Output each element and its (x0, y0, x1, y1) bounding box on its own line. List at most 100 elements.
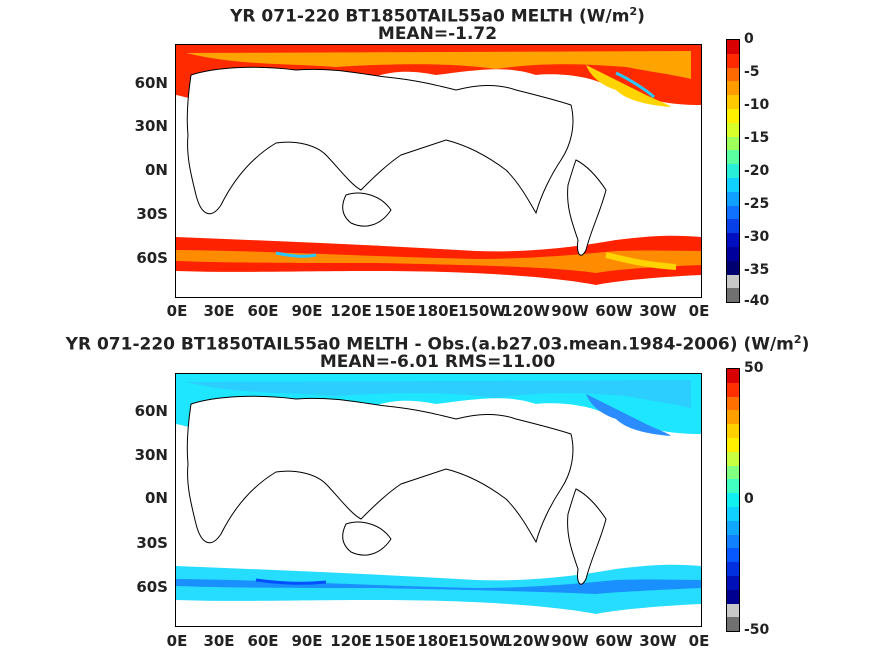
colorbar-swatch (727, 451, 739, 466)
colorbar-swatch (727, 67, 739, 82)
lon-label: 150W (458, 632, 506, 650)
colorbar-swatch (727, 288, 739, 303)
lat-label: 0N (145, 161, 168, 179)
colorbar-swatch (727, 53, 739, 68)
colorbar-label: -40 (744, 293, 770, 309)
map-panel-2 (175, 373, 702, 627)
lon-label: 90W (551, 302, 589, 320)
colorbar-swatch (727, 369, 739, 383)
colorbar-swatch (727, 520, 739, 535)
colorbar-swatch (727, 136, 739, 151)
colorbar-swatch (727, 562, 739, 576)
colorbar-swatch (727, 424, 739, 438)
lat-label: 60S (136, 249, 168, 267)
colorbar-swatch (727, 95, 739, 109)
shelf-east (586, 65, 671, 107)
lon-label: 90E (291, 632, 323, 650)
colorbar-swatch (727, 410, 739, 425)
lon-label: 0E (688, 632, 710, 650)
colorbar-label: -30 (744, 229, 770, 245)
lon-label: 180E (417, 632, 459, 650)
lon-label: 60W (595, 302, 633, 320)
lon-label: 0E (166, 632, 188, 650)
colorbar-label: -25 (744, 196, 770, 212)
lon-label: 180E (417, 302, 459, 320)
colorbar-swatch (727, 246, 739, 261)
lon-label: 60W (595, 632, 633, 650)
colorbar-swatch (727, 534, 739, 549)
colorbar-swatch (727, 122, 739, 137)
coastlines (186, 66, 607, 256)
lat-label: 0N (145, 489, 168, 507)
colorbar-swatch (727, 437, 739, 452)
colorbar-label: -20 (744, 163, 770, 179)
colorbar-swatch (727, 589, 739, 604)
southern-ring (176, 564, 701, 614)
lon-label: 150W (458, 302, 506, 320)
colorbar-swatch (727, 205, 739, 220)
lat-label: 30S (136, 205, 168, 223)
colorbar-swatch (727, 177, 739, 192)
colorbar-swatch (727, 40, 739, 54)
lon-label: 30E (203, 632, 235, 650)
colorbar-swatch (727, 191, 739, 206)
lon-label: 150E (374, 302, 416, 320)
colorbar-swatch (727, 274, 739, 289)
lon-label: 120W (502, 632, 550, 650)
colorbar-swatch (727, 150, 739, 165)
colorbar-swatch (727, 396, 739, 411)
colorbar-swatch (727, 260, 739, 275)
colorbar-label: 0 (744, 31, 754, 47)
lon-label: 0E (166, 302, 188, 320)
coastlines (186, 395, 607, 585)
colorbar-swatch (727, 382, 739, 397)
lon-label: 120E (330, 632, 372, 650)
shelf-east (586, 394, 671, 436)
colorbar-2 (726, 368, 740, 632)
lon-label: 30W (639, 302, 677, 320)
colorbar-swatch (727, 575, 739, 590)
lat-label: 30N (134, 446, 168, 464)
colorbar-label: -50 (744, 622, 770, 638)
colorbar-swatch (727, 108, 739, 123)
lon-label: 120W (502, 302, 550, 320)
lat-label: 60S (136, 578, 168, 596)
colorbar-label: -35 (744, 262, 770, 278)
colorbar-swatch (727, 603, 739, 618)
colorbar-swatch (727, 233, 739, 247)
lat-label: 60N (134, 402, 168, 420)
panel1-title: YR 071-220 BT1850TAIL55a0 MELTH (W/m2) (230, 5, 645, 27)
lon-label: 60E (247, 302, 279, 320)
map-panel-1 (175, 44, 702, 298)
colorbar-label: 50 (744, 360, 764, 376)
panel1-mean: MEAN=-1.72 (377, 24, 498, 44)
colorbar-swatch (727, 219, 739, 234)
colorbar-label: -5 (744, 64, 760, 80)
lon-label: 0E (688, 302, 710, 320)
colorbar-1 (726, 39, 740, 303)
colorbar-swatch (727, 479, 739, 494)
lon-label: 120E (330, 302, 372, 320)
lon-label: 30W (639, 632, 677, 650)
colorbar-label: 0 (744, 491, 754, 507)
colorbar-swatch (727, 164, 739, 178)
arctic-inner (186, 380, 691, 408)
colorbar-swatch (727, 493, 739, 507)
arctic-inner (186, 51, 691, 79)
colorbar-swatch (727, 81, 739, 96)
colorbar-label: -15 (744, 130, 770, 146)
colorbar-label: -10 (744, 97, 770, 113)
colorbar-swatch (727, 548, 739, 563)
panel2-mean-rms: MEAN=-6.01 RMS=11.00 (319, 352, 556, 372)
colorbar-swatch (727, 465, 739, 480)
colorbar-swatch (727, 617, 739, 632)
colorbar-swatch (727, 506, 739, 521)
lon-label: 90E (291, 302, 323, 320)
lon-label: 60E (247, 632, 279, 650)
panel2-title: YR 071-220 BT1850TAIL55a0 MELTH - Obs.(a… (65, 333, 810, 355)
lat-label: 30S (136, 534, 168, 552)
lon-label: 30E (203, 302, 235, 320)
lat-label: 60N (134, 74, 168, 92)
lon-label: 90W (551, 632, 589, 650)
lat-label: 30N (134, 117, 168, 135)
